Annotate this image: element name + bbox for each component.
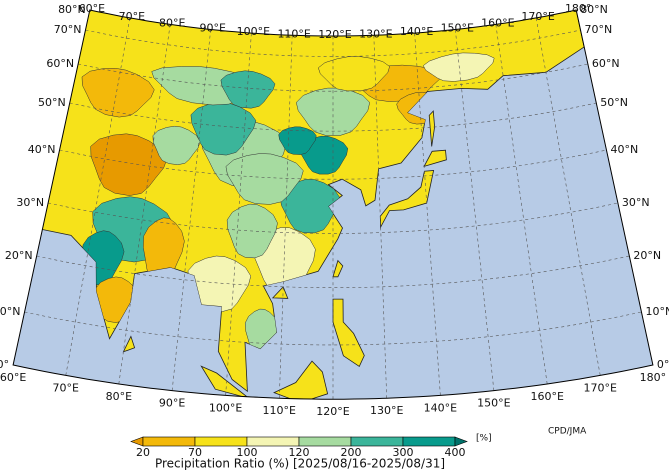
ratio-area (279, 179, 340, 234)
longitude-label: 110°E (263, 404, 296, 417)
ratio-area (299, 135, 349, 175)
colorbar-unit: [%] (476, 434, 492, 444)
longitude-label: 140°E (400, 25, 433, 38)
meridian (65, 17, 131, 376)
meridian (171, 29, 212, 391)
latitude-label: 50°N (38, 96, 66, 109)
longitude-label: 160°E (481, 16, 514, 29)
longitude-label: 150°E (441, 21, 474, 34)
colorbar-tick-label: 20 (136, 446, 150, 459)
longitude-label: 100°E (209, 401, 242, 414)
longitude-label: 170°E (584, 381, 617, 394)
longitude-label: 90°E (199, 21, 225, 34)
land (332, 259, 344, 278)
longitude-label: 110°E (277, 27, 310, 40)
colorbar-tick-label: 200 (341, 446, 362, 459)
longitude-label: 80°E (106, 390, 132, 403)
meridian (278, 35, 293, 399)
land (332, 298, 365, 367)
longitude-label: 170°E (521, 10, 554, 23)
longitude-label: 130°E (370, 404, 403, 417)
meridian (373, 35, 388, 399)
ratio-shading (81, 52, 495, 355)
longitude-label: 160°E (530, 390, 563, 403)
latitude-label: 0° (657, 358, 669, 371)
map-frame (12, 9, 654, 400)
ratio-area (152, 125, 201, 165)
colorbar-tick-label: 400 (445, 446, 466, 459)
longitude-label: 180° (640, 371, 667, 384)
colorbar-tick-label: 70 (188, 446, 202, 459)
credit: CPD/JMA (548, 427, 587, 437)
ratio-area (422, 52, 495, 82)
parallel (59, 149, 607, 180)
meridian (118, 24, 171, 385)
longitude-label: 90°E (159, 397, 185, 410)
latitude-label: 40°N (28, 143, 56, 156)
colorbar-caption: Precipitation Ratio (%) [2025/08/16-2025… (155, 457, 445, 471)
latitude-label: 30°N (622, 196, 650, 209)
latitude-label: 20°N (633, 249, 661, 262)
colorbar-segment (246, 436, 300, 447)
latitude-label: 10°N (0, 305, 21, 318)
latitude-label: 10°N (645, 305, 669, 318)
longitude-label: 70°E (53, 381, 79, 394)
latitude-label: 50°N (600, 96, 628, 109)
land (428, 110, 436, 147)
latitude-label: 30°N (16, 196, 44, 209)
longitude-label: 80°E (159, 16, 185, 29)
ratio-area (81, 68, 155, 118)
colorbar-tick-label: 300 (393, 446, 414, 459)
longitude-label: 120°E (316, 405, 349, 418)
latitude-label: 60°N (592, 57, 620, 70)
longitude-label: 130°E (359, 27, 392, 40)
colorbar-segment (298, 436, 352, 447)
land (423, 149, 447, 168)
land (379, 170, 435, 229)
longitude-label: 100°E (237, 25, 270, 38)
latitude-label: 80°N (580, 3, 608, 16)
colorbar-extend-low (130, 436, 144, 447)
colorbar-segment (194, 436, 248, 447)
ratio-area (318, 56, 390, 92)
colorbar-tick-label: 100 (237, 446, 258, 459)
meridian (454, 29, 495, 391)
colorbar-segment (350, 436, 404, 447)
longitude-label: 70°E (119, 10, 145, 23)
colorbar-extend-high (454, 436, 468, 447)
meridian (414, 33, 441, 396)
latitude-label: 70°N (585, 23, 613, 36)
meridian (535, 17, 601, 376)
longitude-label: 120°E (318, 28, 351, 41)
longitude-label: 180° (565, 2, 592, 15)
latitude-label: 40°N (610, 143, 638, 156)
longitude-label: 150°E (477, 397, 510, 410)
colorbar-segment (142, 436, 196, 447)
map-area (13, 10, 653, 400)
longitude-label: 60°E (79, 2, 105, 15)
latitude-label: 80°N (58, 3, 86, 16)
longitude-label: 60°E (0, 371, 26, 384)
land (271, 286, 289, 299)
parallel (69, 102, 597, 132)
meridian (225, 33, 252, 396)
meridian (495, 24, 548, 385)
ratio-area (278, 126, 317, 155)
latitude-label: 70°N (54, 23, 82, 36)
land (122, 335, 136, 353)
longitude-label: 140°E (424, 401, 457, 414)
colorbar-tick-label: 120 (289, 446, 310, 459)
colorbar-segment (402, 436, 456, 447)
latitude-label: 60°N (46, 57, 74, 70)
latitude-label: 0° (0, 358, 9, 371)
latitude-label: 20°N (5, 249, 33, 262)
